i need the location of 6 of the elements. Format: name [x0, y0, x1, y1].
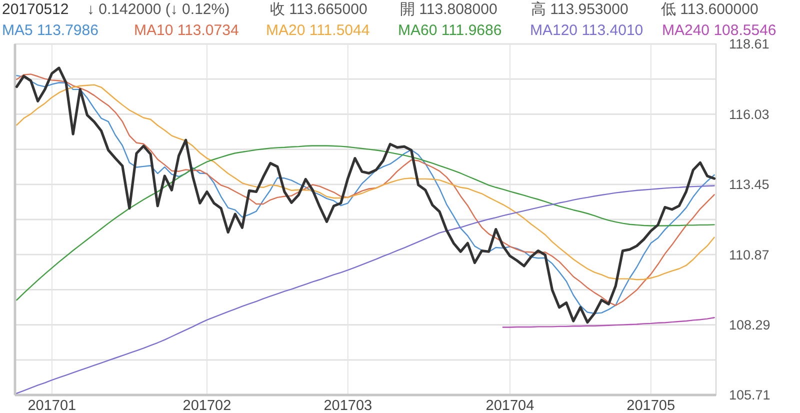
- annotation: 收 113.665000: [270, 1, 368, 18]
- annotation: 20170512: [2, 1, 69, 18]
- annotation: ↓ 0.142000 (↓ 0.12%): [87, 1, 230, 18]
- annotation: 高 113.953000: [531, 1, 628, 18]
- annotation: 低 113.600000: [661, 1, 758, 18]
- annotation: 開 113.808000: [400, 1, 498, 18]
